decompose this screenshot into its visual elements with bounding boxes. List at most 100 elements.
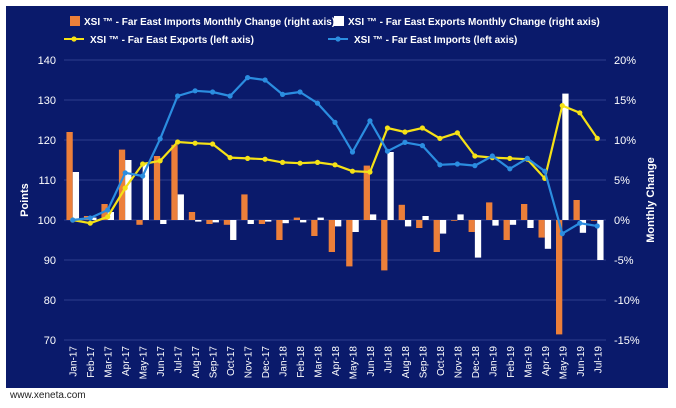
- imports-change-bar: [363, 165, 370, 220]
- exports-change-bar: [282, 220, 289, 224]
- x-tick-label: Feb-17: [86, 346, 97, 378]
- exports-change-bar: [300, 220, 307, 223]
- legend-imports-index-label: XSI ™ - Far East Imports (left axis): [354, 35, 517, 46]
- exports-change-bar: [597, 220, 604, 260]
- exports-change-bar: [527, 220, 534, 228]
- exports-index-point: [472, 153, 478, 159]
- imports-index-point: [210, 89, 216, 95]
- exports-change-bar: [439, 220, 447, 234]
- imports-change-bar: [468, 220, 475, 232]
- exports-change-bar: [474, 220, 482, 258]
- imports-change-bar: [136, 220, 143, 225]
- imports-index-point: [244, 75, 251, 81]
- exports-index-point: [559, 103, 565, 109]
- imports-change-bar: [346, 220, 353, 267]
- exports-index-point: [279, 159, 286, 165]
- exports-change-bar: [335, 220, 342, 227]
- imports-change-bar: [293, 217, 301, 220]
- imports-change-bar: [153, 156, 161, 220]
- x-tick-label: Mar-17: [104, 346, 115, 378]
- imports-change-bar: [241, 194, 248, 220]
- exports-index-point: [577, 110, 583, 116]
- exports-index-point: [454, 130, 460, 136]
- x-tick-label: Jul-17: [174, 346, 185, 374]
- x-tick-label: Mar-18: [314, 346, 325, 378]
- imports-change-bar: [188, 212, 196, 220]
- imports-index-point: [297, 89, 303, 95]
- exports-change-bar: [142, 164, 149, 220]
- x-tick-label: Dec-17: [261, 346, 272, 379]
- imports-index-point: [70, 217, 76, 223]
- x-tick-label: Apr-17: [121, 346, 132, 376]
- exports-index-point: [157, 158, 163, 164]
- imports-change-bar: [328, 220, 335, 252]
- exports-change-bar: [195, 220, 202, 222]
- right-axis-tick-label: 0%: [614, 215, 630, 227]
- imports-change-bar: [486, 202, 493, 220]
- imports-index-point: [192, 88, 198, 94]
- left-axis-tick-label: 140: [38, 55, 56, 67]
- exports-index-point: [507, 155, 513, 161]
- x-tick-label: Sep-17: [209, 346, 220, 379]
- legend-exports-index-label: XSI ™ - Far East Exports (left axis): [90, 35, 254, 46]
- imports-change-bar: [590, 220, 598, 221]
- exports-change-bar: [212, 220, 219, 223]
- exports-index-point: [262, 156, 268, 162]
- right-axis-tick-label: -15%: [614, 335, 640, 347]
- imports-index-point: [524, 155, 530, 161]
- combo-chart: 70 -15% 80 -10% 90 -5% 100 0% 110 5% 120 10% 130 15% 1…: [6, 6, 668, 388]
- exports-index-point: [105, 214, 111, 220]
- x-tick-label: Dec-18: [471, 346, 482, 379]
- exports-index-point: [402, 129, 408, 135]
- imports-index-point: [507, 166, 513, 172]
- imports-index-point: [157, 136, 163, 142]
- x-tick-label: Apr-18: [331, 346, 342, 376]
- legend-imports-change-label: XSI ™ - Far East Imports Monthly Change …: [84, 17, 335, 28]
- imports-change-bar: [521, 204, 528, 220]
- imports-index-point: [105, 207, 111, 213]
- right-axis-tick-label: 15%: [614, 95, 636, 107]
- exports-index-point: [314, 159, 321, 165]
- imports-change-bar: [311, 220, 318, 236]
- exports-index-point: [384, 125, 391, 131]
- exports-change-bar: [125, 160, 132, 220]
- legend-exports-change-swatch: [334, 16, 344, 26]
- imports-index-point: [402, 139, 408, 145]
- imports-index-point: [489, 153, 495, 159]
- imports-index-point: [384, 148, 391, 154]
- imports-index-point: [140, 173, 146, 179]
- right-axis-tick-label: 20%: [614, 55, 636, 67]
- x-tick-label: Jul-19: [593, 346, 604, 374]
- exports-change-bar: [247, 220, 254, 224]
- imports-index-point: [314, 100, 321, 106]
- imports-change-bar: [381, 220, 388, 271]
- left-axis-tick-label: 120: [38, 135, 56, 147]
- imports-change-bar: [573, 200, 580, 220]
- x-tick-label: Oct-18: [436, 346, 447, 376]
- imports-index-point: [122, 170, 128, 176]
- imports-index-point: [279, 91, 286, 97]
- exports-change-bar: [369, 214, 377, 220]
- imports-change-bar: [171, 144, 178, 220]
- exports-change-bar: [90, 217, 97, 220]
- exports-change-bar: [579, 220, 587, 233]
- x-tick-label: Feb-19: [506, 346, 517, 378]
- chart-panel: 70 -15% 80 -10% 90 -5% 100 0% 110 5% 120 10% 130 15% 1…: [6, 6, 668, 388]
- exports-index-point: [332, 162, 338, 168]
- imports-index-point: [419, 143, 426, 149]
- exports-change-bar: [265, 220, 272, 222]
- x-tick-label: Jun-18: [366, 346, 377, 377]
- exports-index-point: [437, 135, 443, 141]
- exports-index-point: [87, 220, 93, 226]
- exports-index-point: [175, 139, 181, 145]
- left-axis-title: Points: [19, 183, 31, 217]
- x-tick-label: May-18: [348, 346, 359, 380]
- imports-change-bar: [223, 220, 231, 225]
- imports-change-bar: [503, 220, 510, 240]
- exports-index-point: [140, 161, 146, 167]
- x-tick-label: Jan-18: [279, 346, 290, 377]
- left-axis-tick-label: 100: [38, 215, 56, 227]
- legend-exports-index-marker: [71, 36, 77, 42]
- exports-change-bar: [562, 93, 569, 220]
- imports-index-point: [349, 149, 356, 155]
